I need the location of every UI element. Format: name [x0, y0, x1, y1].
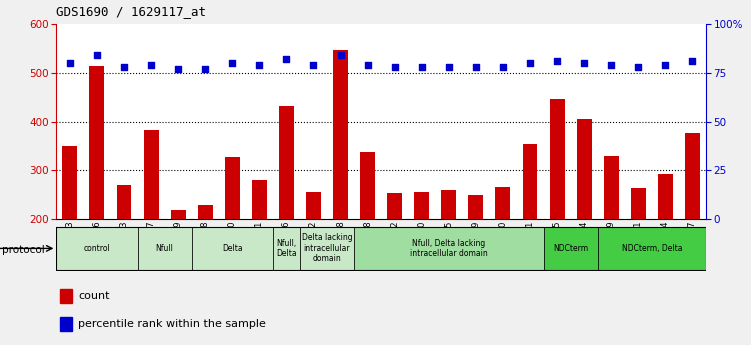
Point: [524, 60, 536, 66]
Bar: [252, 180, 267, 317]
Bar: [333, 50, 348, 317]
Text: NDCterm: NDCterm: [553, 244, 588, 253]
Point: [632, 64, 644, 70]
Point: [334, 52, 346, 58]
Point: [280, 57, 292, 62]
Text: control: control: [83, 244, 110, 253]
Point: [416, 64, 428, 70]
Bar: [137, 227, 192, 270]
Bar: [143, 130, 158, 317]
Point: [389, 64, 401, 70]
Bar: [354, 227, 544, 270]
Bar: [89, 66, 104, 317]
Point: [253, 62, 265, 68]
Point: [361, 62, 373, 68]
Bar: [550, 99, 565, 317]
Bar: [658, 174, 673, 317]
Bar: [598, 227, 706, 270]
Bar: [685, 133, 700, 317]
Text: count: count: [78, 291, 110, 301]
Bar: [192, 227, 273, 270]
Point: [91, 52, 103, 58]
Point: [64, 60, 76, 66]
Point: [686, 58, 698, 64]
Point: [497, 64, 509, 70]
Point: [659, 62, 671, 68]
Text: percentile rank within the sample: percentile rank within the sample: [78, 319, 266, 329]
Bar: [300, 227, 354, 270]
Bar: [577, 119, 592, 317]
Bar: [469, 195, 484, 317]
Point: [605, 62, 617, 68]
Point: [470, 64, 482, 70]
Bar: [60, 289, 72, 303]
Bar: [306, 192, 321, 317]
Point: [226, 60, 238, 66]
Point: [578, 60, 590, 66]
Text: Delta: Delta: [222, 244, 243, 253]
Bar: [604, 156, 619, 317]
Text: Nfull: Nfull: [155, 244, 173, 253]
Text: GDS1690 / 1629117_at: GDS1690 / 1629117_at: [56, 5, 207, 18]
Text: Nfull, Delta lacking
intracellular domain: Nfull, Delta lacking intracellular domai…: [410, 239, 487, 258]
Text: NDCterm, Delta: NDCterm, Delta: [622, 244, 682, 253]
Bar: [116, 185, 131, 317]
Bar: [523, 144, 538, 317]
Text: Nfull,
Delta: Nfull, Delta: [276, 239, 297, 258]
Point: [199, 66, 211, 72]
Text: Delta lacking
intracellular
domain: Delta lacking intracellular domain: [302, 234, 352, 263]
Bar: [62, 146, 77, 317]
Bar: [388, 193, 402, 317]
Bar: [631, 188, 646, 317]
Bar: [496, 187, 511, 317]
Bar: [60, 317, 72, 331]
Bar: [544, 227, 598, 270]
Point: [118, 64, 130, 70]
Point: [145, 62, 157, 68]
Bar: [225, 157, 240, 317]
Bar: [360, 152, 375, 317]
Point: [172, 66, 184, 72]
Point: [307, 62, 319, 68]
Bar: [442, 190, 457, 317]
Bar: [198, 205, 213, 317]
Bar: [279, 106, 294, 317]
Bar: [415, 192, 429, 317]
Bar: [273, 227, 300, 270]
Bar: [56, 227, 137, 270]
Point: [551, 58, 563, 64]
Text: protocol: protocol: [2, 245, 45, 255]
Bar: [170, 210, 185, 317]
Point: [443, 64, 455, 70]
